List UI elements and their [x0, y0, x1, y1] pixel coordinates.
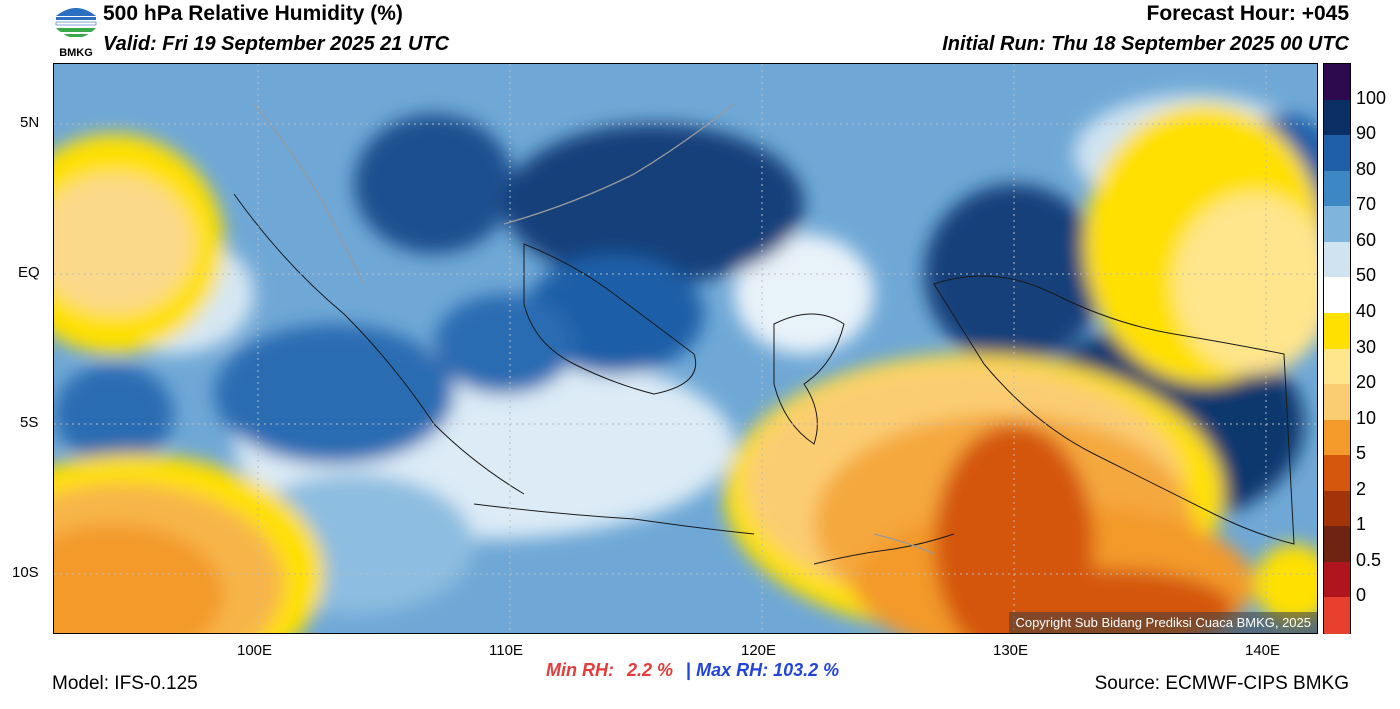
colorbar-segment: [1324, 597, 1350, 634]
lon-label-130e: 130E: [993, 642, 1029, 659]
bmkg-logo-icon: [55, 8, 97, 39]
colorbar-label: 70: [1356, 194, 1377, 215]
colorbar-label: 10: [1356, 407, 1377, 428]
colorbar-segment: [1324, 241, 1350, 278]
colorbar-label: 5: [1356, 443, 1367, 464]
lat-label-5s: 5S: [20, 414, 39, 431]
colorbar-segment: [1324, 526, 1350, 563]
colorbar-label: 50: [1356, 265, 1377, 286]
source-info: Source: ECMWF-CIPS BMKG: [1094, 673, 1349, 694]
colorbar-label: 90: [1356, 123, 1377, 144]
colorbar-segment: [1324, 384, 1350, 421]
colorbar-label: 60: [1356, 229, 1377, 250]
colorbar-segment: [1324, 490, 1350, 527]
colorbar-label: 1: [1356, 514, 1367, 535]
colorbar-label: 0: [1356, 585, 1367, 606]
forecast-hour: Forecast Hour: +045: [1146, 2, 1350, 25]
stats-separator: |: [686, 660, 692, 680]
colorbar-segment: [1324, 99, 1350, 136]
min-rh-label: Min RH:: [546, 660, 614, 680]
colorbar-label: 2: [1356, 478, 1367, 499]
colorbar-label: 20: [1356, 372, 1377, 393]
humidity-field: [54, 64, 1317, 633]
colorbar-label: 30: [1356, 336, 1377, 357]
lat-label-10s: 10S: [12, 564, 39, 581]
colorbar-segment: [1324, 64, 1350, 101]
initial-run: Initial Run: Thu 18 September 2025 00 UT…: [942, 33, 1349, 55]
copyright-notice: Copyright Sub Bidang Prediksi Cuaca BMKG…: [1009, 612, 1317, 633]
rh-stats: Min RH: 2.2 % | Max RH: 103.2 %: [546, 660, 839, 681]
lon-label-110e: 110E: [489, 642, 523, 659]
model-info: Model: IFS-0.125: [52, 673, 198, 694]
chart-title: 500 hPa Relative Humidity (%): [103, 2, 403, 25]
lon-label-100e: 100E: [237, 642, 273, 659]
colorbar-label: 0.5: [1356, 549, 1382, 570]
colorbar-segment: [1324, 348, 1350, 385]
colorbar-label: 80: [1356, 158, 1377, 179]
colorbar-segment: [1324, 419, 1350, 456]
colorbar-segment: [1324, 170, 1350, 207]
colorbar-segment: [1324, 135, 1350, 172]
min-rh-value: 2.2 %: [627, 660, 674, 680]
colorbar-label: 100: [1356, 87, 1387, 108]
colorbar-segment: [1324, 455, 1350, 492]
bmkg-logo: BMKG: [52, 2, 100, 60]
lat-label-eq: EQ: [18, 264, 40, 281]
max-rh-value: 103.2 %: [773, 660, 840, 680]
colorbar-label: 40: [1356, 300, 1377, 321]
lat-label-5n: 5N: [20, 114, 40, 131]
humidity-map: Copyright Sub Bidang Prediksi Cuaca BMKG…: [53, 63, 1318, 634]
colorbar-segment: [1324, 206, 1350, 243]
valid-time: Valid: Fri 19 September 2025 21 UTC: [103, 33, 450, 55]
logo-text: BMKG: [59, 47, 93, 59]
colorbar-segment: [1324, 277, 1350, 314]
colorbar-segment: [1324, 312, 1350, 349]
colorbar-segment: [1324, 561, 1350, 598]
colorbar: [1323, 63, 1351, 634]
max-rh-label: Max RH:: [696, 660, 769, 680]
lon-label-120e: 120E: [741, 642, 777, 659]
lon-label-140e: 140E: [1245, 642, 1281, 659]
